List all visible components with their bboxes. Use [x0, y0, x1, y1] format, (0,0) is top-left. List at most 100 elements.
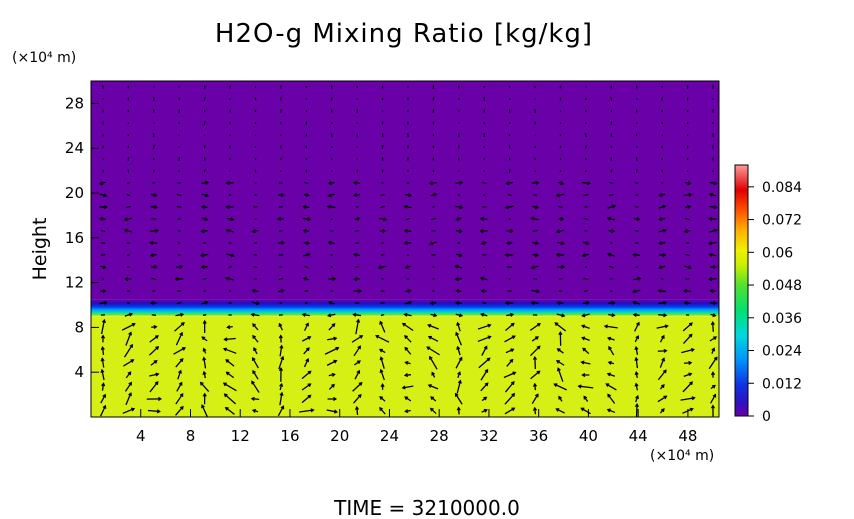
wind-vector-head — [691, 396, 696, 401]
wind-vector — [504, 393, 515, 405]
wind-vector-head — [226, 325, 231, 330]
wind-vector-head — [480, 312, 485, 317]
wind-vector — [455, 265, 463, 269]
wind-vector-head — [202, 370, 207, 375]
wind-vector-head — [479, 216, 485, 221]
wind-vector-head — [149, 253, 154, 258]
wind-vector-head — [379, 368, 384, 373]
wind-vector — [480, 382, 489, 392]
wind-vector-head — [129, 343, 133, 348]
wind-vector-head — [128, 392, 132, 397]
wind-vector — [355, 230, 360, 232]
wind-vector-head — [532, 406, 538, 411]
wind-vector-head — [556, 348, 561, 352]
wind-vector-head — [632, 312, 637, 317]
wind-vector — [176, 205, 182, 209]
y-axis: 4 8 12 16 20 24 28 — [65, 94, 99, 381]
wind-vector — [302, 217, 311, 221]
wind-vector-head — [305, 322, 309, 327]
wind-vector-head — [713, 264, 718, 270]
wind-vector — [356, 406, 359, 416]
wind-vector — [380, 205, 385, 209]
wind-vector-head — [353, 252, 358, 257]
wind-vector-head — [427, 335, 432, 340]
wind-vector-head — [222, 382, 227, 387]
wind-vector-head — [607, 360, 612, 365]
wind-vector — [203, 169, 206, 173]
wind-vector — [635, 206, 639, 208]
y-tick-label: 12 — [65, 274, 84, 292]
wind-vector-head — [404, 265, 409, 270]
wind-vector-head — [688, 360, 693, 365]
wind-vector — [254, 97, 257, 101]
wind-vector-head — [179, 264, 184, 269]
wind-vector-head — [637, 276, 642, 281]
wind-vector-head — [606, 252, 612, 257]
wind-vector-head — [658, 193, 663, 198]
wind-vector-head — [279, 382, 284, 388]
wind-vector-head — [456, 345, 461, 350]
wind-vector-head — [536, 322, 541, 327]
wind-vector — [356, 169, 359, 173]
wind-vector — [556, 193, 565, 197]
wind-vector — [125, 371, 132, 379]
wind-vector — [505, 348, 514, 354]
wind-vector — [330, 133, 333, 137]
wind-vector-head — [553, 383, 558, 387]
wind-vector-head — [98, 181, 104, 186]
wind-vector-head — [687, 265, 692, 270]
wind-vector — [607, 373, 616, 377]
wind-vector-head — [428, 181, 433, 186]
wind-vector — [477, 335, 491, 343]
wind-vector-head — [103, 204, 108, 210]
wind-vector-head — [230, 217, 235, 222]
wind-vector-head — [174, 276, 179, 282]
wind-vector-head — [634, 371, 639, 376]
wind-vector — [608, 193, 614, 197]
wind-vector-head — [307, 394, 312, 399]
wind-vector-head — [688, 333, 693, 338]
wind-vector — [407, 157, 409, 161]
wind-vector-head — [280, 355, 285, 360]
wind-vector-head — [581, 372, 586, 378]
wind-vector — [427, 324, 439, 330]
wind-vector-head — [102, 393, 107, 398]
wind-vector-head — [230, 253, 235, 258]
wind-vector-head — [487, 323, 492, 328]
wind-vector-head — [403, 312, 408, 317]
wind-vector-head — [178, 369, 182, 374]
wind-vector-head — [301, 312, 306, 317]
wind-vector-head — [124, 276, 129, 282]
wind-vector-head — [689, 407, 694, 412]
plot-frame — [90, 80, 720, 418]
wind-vector — [327, 337, 337, 341]
wind-vector — [658, 289, 666, 293]
wind-vector-head — [131, 322, 136, 327]
wind-vector-head — [222, 347, 228, 352]
wind-vector — [457, 194, 461, 196]
colorbar-tick-label: 0.036 — [762, 311, 802, 327]
wind-vector-head — [632, 289, 637, 294]
wind-vector-head — [305, 358, 310, 363]
wind-vector-head — [251, 356, 256, 361]
wind-vector — [685, 217, 691, 221]
wind-vector — [252, 335, 259, 343]
wind-vector-head — [457, 379, 462, 384]
wind-vector — [151, 218, 157, 220]
wind-vector-head — [102, 265, 107, 270]
wind-vector-head — [534, 205, 539, 210]
wind-vector — [558, 278, 563, 280]
wind-vector — [280, 109, 282, 113]
wind-vector-head — [429, 355, 433, 360]
wind-vector — [278, 323, 283, 331]
wind-vector — [635, 357, 639, 369]
wind-vector — [657, 369, 667, 381]
wind-vector-head — [353, 276, 358, 282]
wind-vector — [709, 241, 717, 245]
wind-vector-head — [662, 228, 667, 233]
wind-vector-head — [356, 318, 361, 323]
wind-vector — [578, 385, 594, 389]
wind-vector-head — [202, 392, 207, 397]
wind-vector-head — [586, 181, 592, 186]
